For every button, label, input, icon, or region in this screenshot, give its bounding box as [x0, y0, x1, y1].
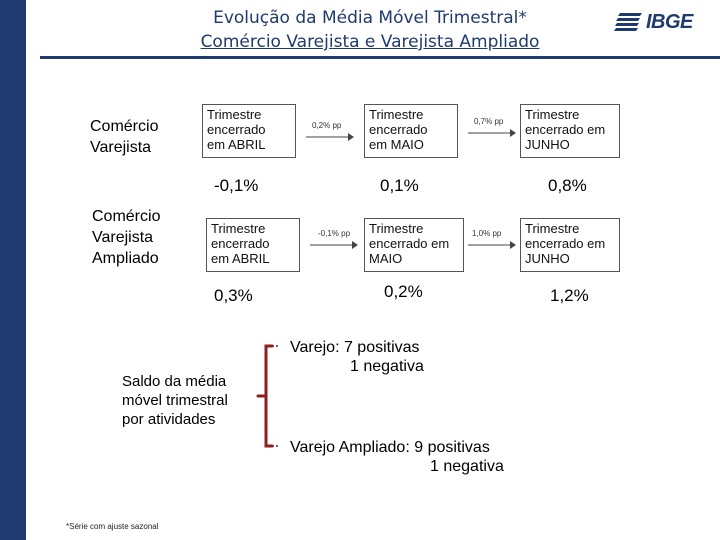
box-varejo-abril: Trimestre encerrado em ABRIL — [202, 104, 296, 158]
saldo-line: móvel trimestral — [122, 392, 228, 409]
logo-text: IBGE — [646, 10, 693, 33]
box-line: encerrado — [369, 122, 428, 137]
box-line: Trimestre — [369, 107, 424, 122]
arrow-right-icon — [310, 241, 358, 249]
row-label-line: Varejista — [90, 139, 152, 156]
title-line-1: Evolução da Média Móvel Trimestral* — [213, 8, 527, 28]
box-line: Trimestre — [207, 107, 262, 122]
varejo-summary: Varejo: 7 positivas 1 negativa — [290, 338, 424, 376]
box-line: encerrado em — [369, 236, 450, 251]
row-label-line: Comércio — [90, 118, 159, 135]
delta-label: 1,0% pp — [472, 229, 502, 238]
ibge-logo: IBGE — [614, 8, 714, 36]
box-line: Trimestre — [369, 221, 424, 236]
box-line: Trimestre — [525, 107, 580, 122]
box-line: encerrado em — [525, 122, 606, 137]
arrow-right-icon — [468, 241, 516, 249]
ibge-logo-icon — [614, 13, 642, 31]
value-varejo-junho: 0,8% — [548, 176, 587, 195]
varejo-line-1: Varejo: 7 positivas — [290, 339, 420, 356]
arrow-right-icon — [306, 133, 354, 141]
left-sidebar-bar — [0, 0, 26, 540]
box-ampliado-abril: Trimestre encerrado em ABRIL — [206, 218, 300, 272]
row-label-comercio-varejista-ampliado: Comércio Varejista Ampliado — [92, 206, 160, 269]
value-ampliado-maio: 0,2% — [384, 282, 423, 301]
title-divider — [40, 56, 720, 59]
row-label-line: Varejista — [92, 229, 154, 246]
value-ampliado-abril: 0,3% — [214, 286, 253, 305]
saldo-line: Saldo da média — [122, 373, 227, 390]
arrow-right-icon — [468, 129, 516, 137]
row-label-comercio-varejista: Comércio Varejista — [90, 116, 158, 158]
value-ampliado-junho: 1,2% — [550, 286, 589, 305]
varejo-ampliado-summary: Varejo Ampliado: 9 positivas 1 negativa — [290, 438, 504, 476]
box-varejo-maio: Trimestre encerrado em MAIO — [364, 104, 458, 158]
row-label-line: Comércio — [92, 208, 161, 225]
title-line-2: Comércio Varejista e Varejista Ampliado — [200, 32, 540, 52]
box-line: Trimestre — [525, 221, 580, 236]
value-varejo-maio: 0,1% — [380, 176, 419, 195]
box-line: encerrado — [207, 122, 266, 137]
box-line: em ABRIL — [211, 251, 270, 266]
box-line: encerrado em — [525, 236, 606, 251]
delta-label: 0,2% pp — [312, 121, 342, 130]
box-line: em ABRIL — [207, 137, 266, 152]
delta-label: 0,7% pp — [474, 117, 504, 126]
saldo-line: por atividades — [122, 411, 216, 428]
footnote: *Série com ajuste sazonal — [66, 522, 159, 531]
row-label-line: Ampliado — [92, 250, 159, 267]
box-line: encerrado — [211, 236, 270, 251]
delta-label: -0,1% pp — [318, 229, 351, 238]
box-ampliado-junho: Trimestre encerrado em JUNHO — [520, 218, 620, 272]
value-varejo-abril: -0,1% — [214, 176, 259, 195]
box-line: Trimestre — [211, 221, 266, 236]
saldo-label: Saldo da média móvel trimestral por ativ… — [122, 372, 228, 429]
varejo-ampliado-line-1: Varejo Ampliado: 9 positivas — [290, 439, 490, 456]
page-title: Evolução da Média Móvel Trimestral* Comé… — [120, 6, 620, 54]
box-line: JUNHO — [525, 137, 570, 152]
box-line: JUNHO — [525, 251, 570, 266]
box-varejo-junho: Trimestre encerrado em JUNHO — [520, 104, 620, 158]
varejo-line-2: 1 negativa — [350, 358, 424, 375]
box-ampliado-maio: Trimestre encerrado em MAIO — [364, 218, 464, 272]
box-line: MAIO — [369, 251, 403, 266]
box-line: em MAIO — [369, 137, 424, 152]
varejo-ampliado-line-2: 1 negativa — [430, 458, 504, 475]
bracket-connector — [256, 344, 280, 448]
